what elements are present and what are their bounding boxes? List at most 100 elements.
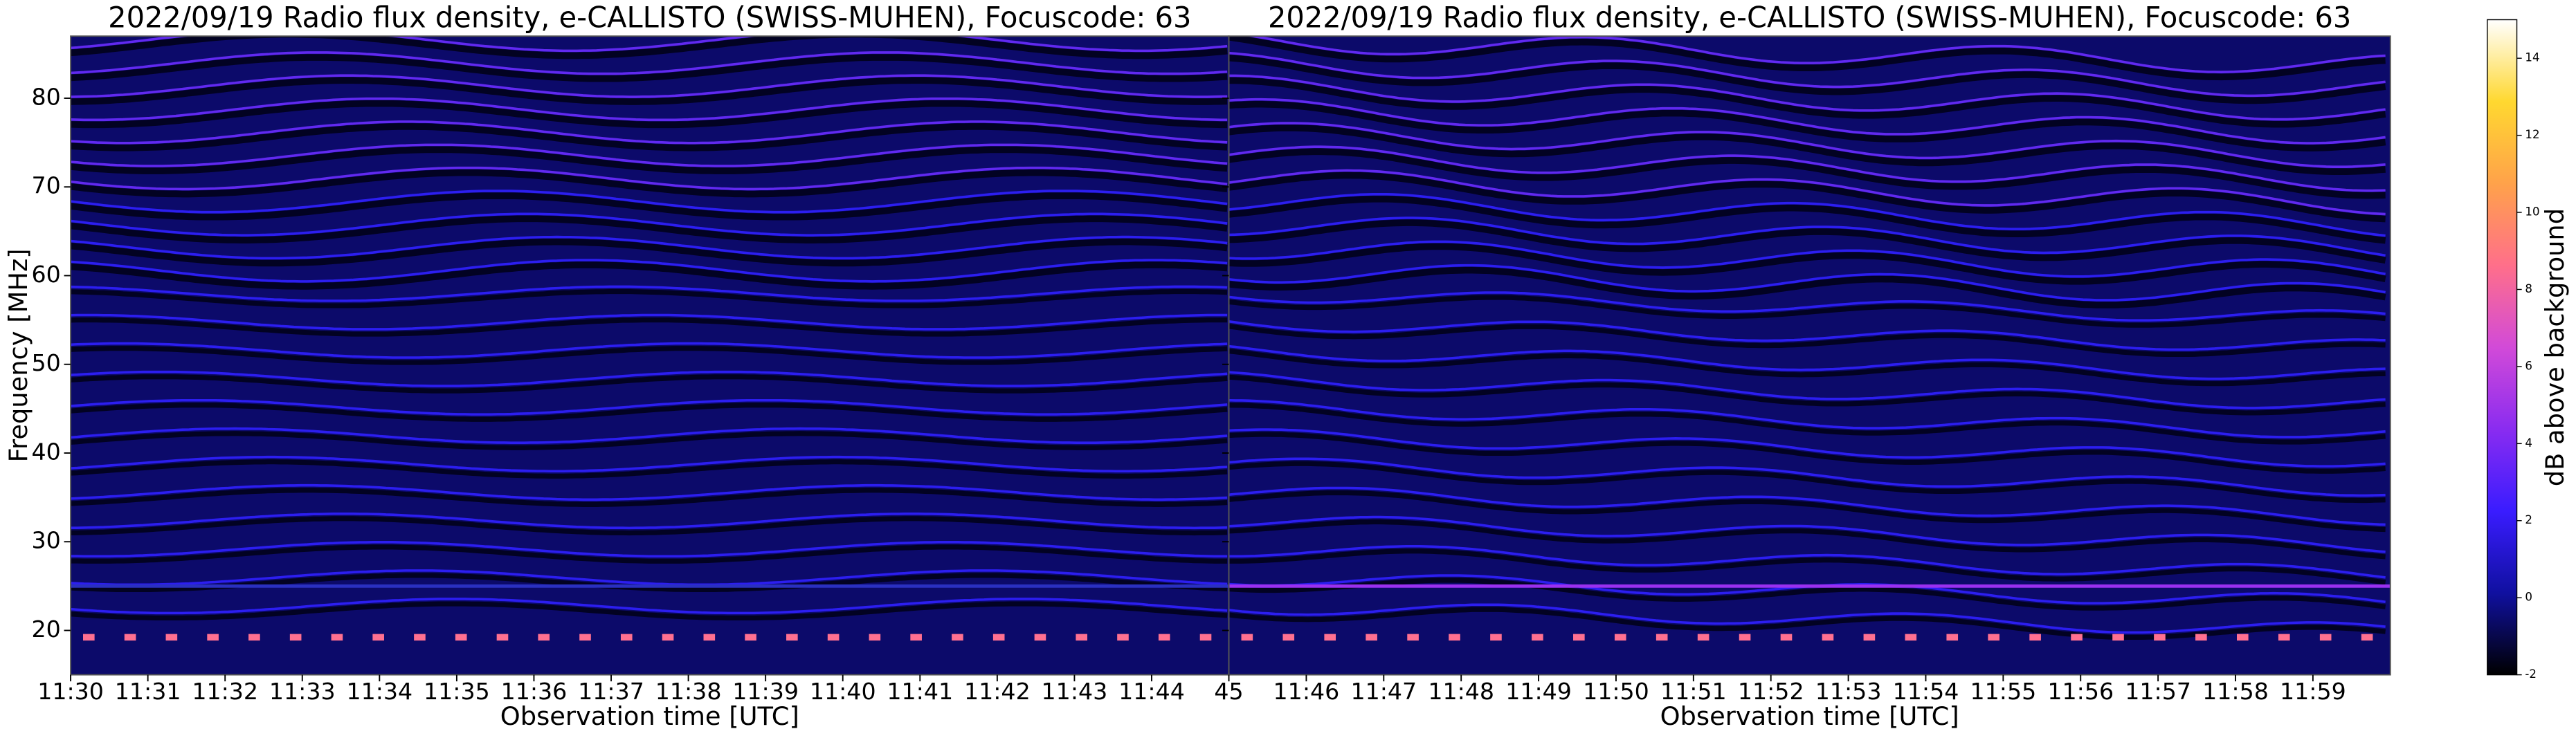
stripe-dark: [71, 146, 1228, 174]
y-tick-label: 80: [32, 84, 61, 111]
band-block: [248, 634, 260, 641]
band-block: [1697, 634, 1709, 641]
stripe-dark: [1228, 461, 2386, 504]
stripe-bright: [71, 598, 1228, 615]
x-tick-label: 11:39: [732, 678, 799, 705]
stripe-bright: [71, 51, 1228, 75]
stripe-dark: [71, 215, 1228, 244]
colorbar-tick-label: 0: [2525, 591, 2532, 604]
stripe-dark: [1228, 324, 2386, 358]
stripe-dark: [1228, 124, 2386, 176]
spectrogram-texture: [1228, 36, 2391, 641]
x-tick-label: 11:50: [1583, 678, 1649, 705]
x-tick-label: 11:59: [2280, 678, 2346, 705]
band-block: [1614, 634, 1626, 641]
stripe-bright: [71, 370, 1228, 387]
stripe-bright: [71, 427, 1228, 444]
x-tick-label: 11:43: [1042, 678, 1108, 705]
x-tick-label: 11:34: [346, 678, 412, 705]
band-block: [2029, 634, 2041, 641]
x-tick-label: 11:48: [1428, 678, 1494, 705]
stripe-bright: [1228, 240, 2386, 278]
band-block: [1407, 634, 1419, 641]
stripe-bright: [1228, 74, 2386, 121]
x-tick-label: 11:53: [1815, 678, 1882, 705]
stripe-dark: [71, 289, 1228, 308]
stripe-dark: [1228, 196, 2386, 244]
band-block: [827, 634, 840, 641]
band-block: [331, 634, 343, 641]
stripe-dark: [71, 374, 1228, 394]
band-block: [2319, 634, 2332, 641]
band-block: [1076, 634, 1088, 641]
band-block: [2237, 634, 2249, 641]
band-block: [2278, 634, 2290, 641]
band-block: [869, 634, 881, 641]
stripe-dark: [71, 346, 1228, 365]
y-tick-label: 50: [32, 349, 61, 376]
band-block: [414, 634, 426, 641]
band-block: [910, 634, 922, 641]
stripe-dark: [1228, 548, 2386, 585]
x-tick-label: 11:36: [501, 678, 568, 705]
spectrogram-texture: [71, 36, 1229, 641]
stripe-bright: [71, 398, 1228, 416]
band-block: [496, 634, 509, 641]
colorbar-tick-label: 12: [2525, 128, 2539, 141]
x-tick-label: 11:37: [578, 678, 644, 705]
stripe-dark: [1228, 172, 2386, 223]
stripe-dark: [1228, 607, 2386, 640]
stripe-dark: [71, 459, 1228, 479]
colorbar-tick-label: 14: [2525, 51, 2539, 64]
y-tick-label: 70: [32, 172, 61, 199]
band-block: [1573, 634, 1585, 641]
x-tick-label: 11:58: [2202, 678, 2269, 705]
y-tick-label: 30: [32, 527, 61, 554]
colorbar-tick-label: -2: [2525, 667, 2537, 681]
stripe-bright: [71, 342, 1228, 359]
band-block: [1905, 634, 1917, 641]
stripe-dark: [71, 36, 1228, 59]
stripe-bright: [71, 120, 1228, 145]
frame: [1228, 35, 2391, 676]
stripe-bright: [71, 285, 1228, 302]
x-tick-label: 11:54: [1893, 678, 1959, 705]
band-block: [1282, 634, 1295, 641]
band-block: [952, 634, 963, 641]
stripe-dark: [71, 544, 1228, 564]
band-block: [538, 634, 550, 641]
x-axis-label: Observation time [UTC]: [500, 701, 799, 731]
band-block: [992, 634, 1005, 641]
x-axis-label: Observation time [UTC]: [1660, 701, 1959, 731]
band-block: [1988, 634, 2000, 641]
stripe-dark: [71, 488, 1228, 508]
stripe-dark: [1228, 295, 2386, 328]
stripe-bright: [1228, 51, 2386, 98]
band-block: [289, 634, 302, 641]
panel-title: 2022/09/19 Radio flux density, e-CALLIST…: [1268, 0, 2351, 34]
x-tick-label: 11:49: [1505, 678, 1572, 705]
x-tick-label: 11:46: [1273, 678, 1340, 705]
stripe-dark: [71, 100, 1228, 129]
stripe-dark: [71, 403, 1228, 422]
y-tick-label: 60: [32, 261, 61, 288]
band-block: [1366, 634, 1377, 641]
stripe-bright: [71, 190, 1228, 214]
stripe-dark: [71, 261, 1228, 290]
x-tick-label: 11:35: [424, 678, 490, 705]
band-block: [1946, 634, 1959, 641]
band-block: [2071, 634, 2083, 641]
x-tick-label: 11:40: [810, 678, 876, 705]
band-block: [124, 634, 136, 641]
band-block: [1739, 634, 1751, 641]
band-block: [1158, 634, 1170, 641]
band-block: [703, 634, 716, 641]
x-tick-label: 11:41: [887, 678, 953, 705]
band-block: [1324, 634, 1336, 641]
x-tick-label: 11:56: [2047, 678, 2114, 705]
stripe-bright: [71, 259, 1228, 283]
stripe-dark: [1228, 349, 2386, 387]
stripe-bright: [71, 455, 1228, 473]
x-tick-label: 11:51: [1660, 678, 1727, 705]
